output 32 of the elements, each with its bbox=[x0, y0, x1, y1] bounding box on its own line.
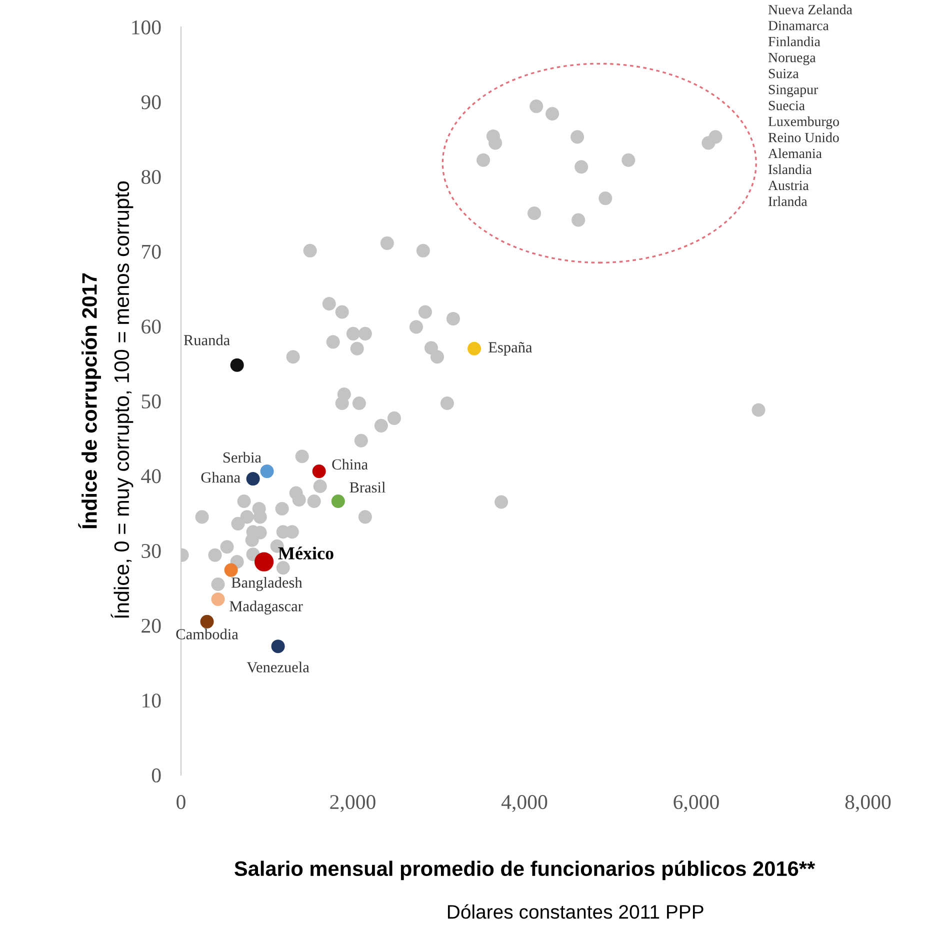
y-tick-label: 80 bbox=[142, 170, 161, 184]
x-tick-label: 0 bbox=[176, 795, 186, 810]
x-tick-label: 2,000 bbox=[330, 795, 376, 812]
annotation: Ruanda bbox=[184, 334, 230, 346]
annotation: Ghana bbox=[201, 472, 240, 483]
annotation: China bbox=[332, 458, 368, 470]
y-tick-label: 10 bbox=[142, 694, 161, 708]
y-tick-label: 30 bbox=[142, 544, 161, 558]
y-tick-label: 50 bbox=[142, 394, 161, 408]
annotation: Venezuela bbox=[246, 662, 310, 672]
annotation: Madagascar bbox=[230, 600, 303, 614]
annotation: España bbox=[488, 342, 532, 356]
x-tick-label: 6,000 bbox=[674, 795, 719, 812]
x-tick-label: 4,000 bbox=[501, 795, 548, 812]
y-tick-label: 90 bbox=[141, 95, 161, 110]
y-tick-label: 60 bbox=[142, 320, 161, 334]
y-tick-label: 20 bbox=[142, 618, 161, 633]
annotation: Cambodia bbox=[176, 628, 238, 640]
annotation: Brasil bbox=[350, 482, 386, 493]
annotation: México bbox=[278, 546, 334, 560]
annotation: Serbia bbox=[223, 452, 262, 463]
y-tick-label: 100 bbox=[132, 20, 161, 34]
text: Nueva Zelanda Dinamarca Finlandia Noruega Suiza Singapur Suecia Luxemburgo Reino Unido Alemania Islandia Austria Irlanda bbox=[768, 4, 852, 206]
y-tick-label: 0 bbox=[152, 768, 161, 782]
text: Dólares constantes 2011 PPP bbox=[448, 904, 704, 919]
annotation: Bangladesh bbox=[232, 576, 302, 591]
text: Índice, 0 = muy corrupto, 100 = menos corrupto bbox=[110, 181, 134, 618]
y-axis-title: Índice de corrupción 2017 bbox=[78, 273, 101, 528]
y-tick-label: 70 bbox=[142, 244, 161, 259]
y-tick-label: 40 bbox=[141, 469, 161, 484]
x-axis-title: Salario mensual promedio de funcionarios públicos 2016** bbox=[234, 860, 816, 880]
x-tick-label: 8,000 bbox=[845, 795, 891, 812]
